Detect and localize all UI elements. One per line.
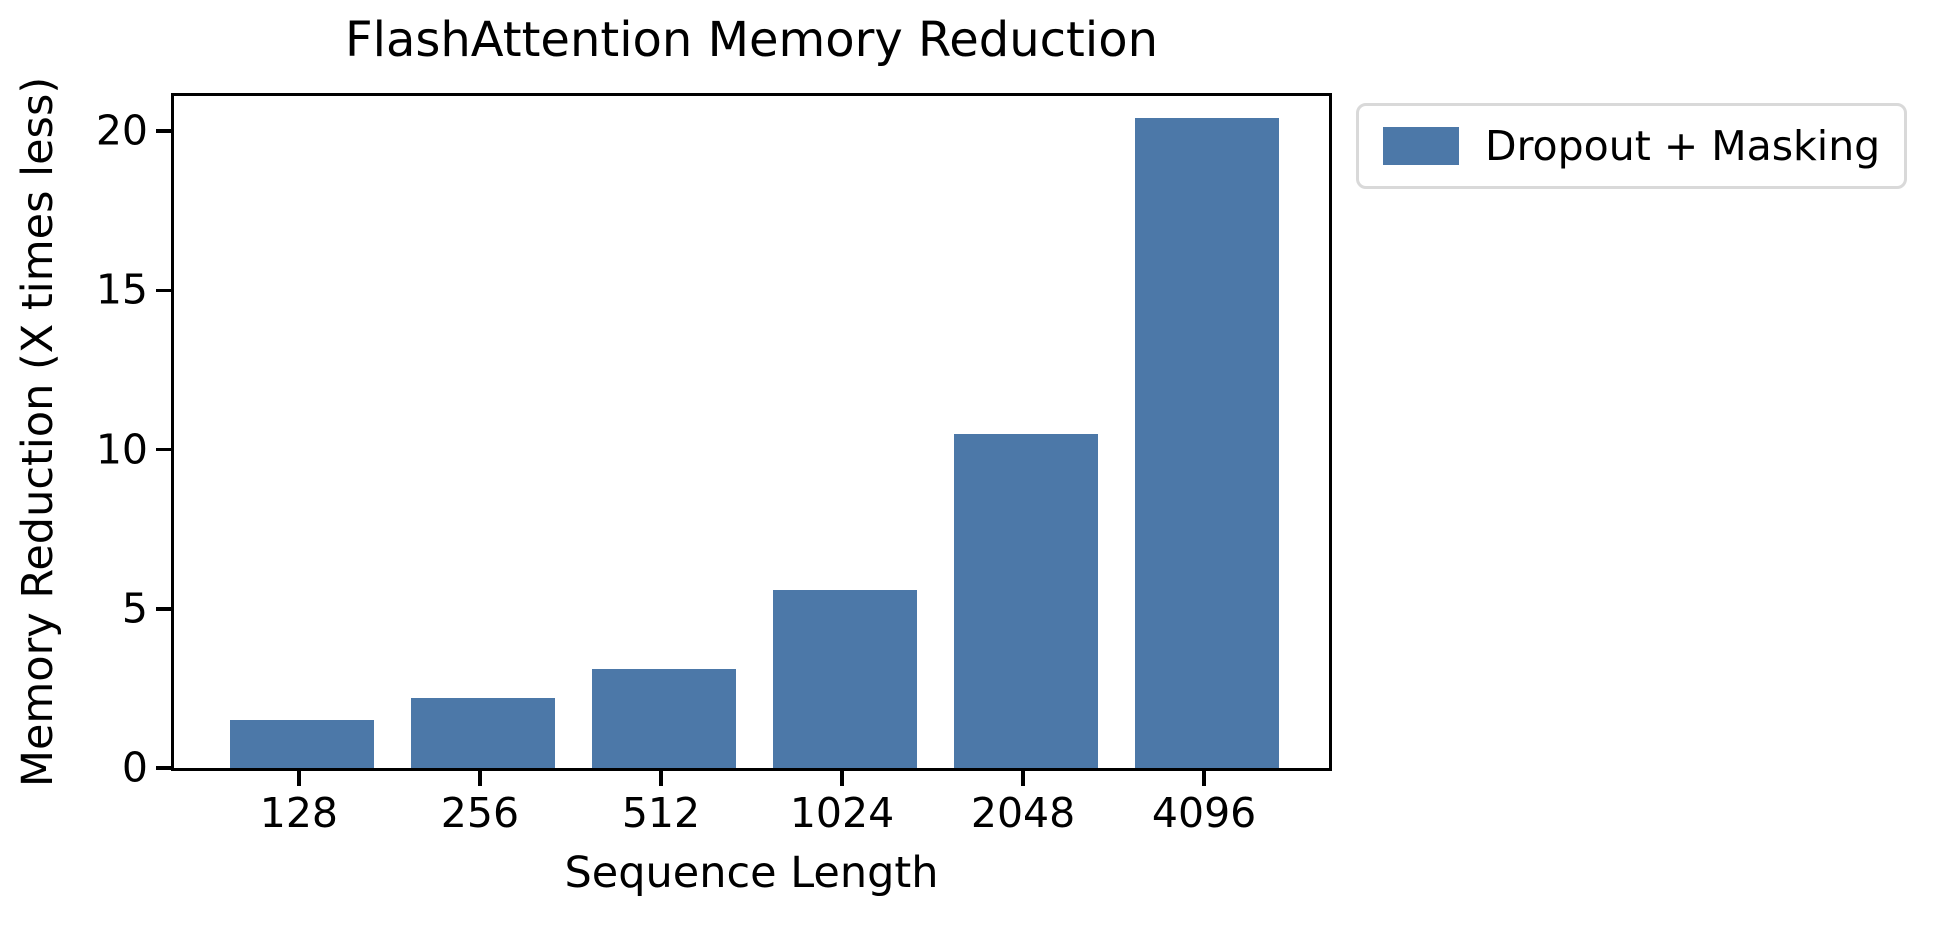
y-tick-label-20: 20	[95, 106, 148, 155]
x-tick-label-128: 128	[259, 789, 339, 837]
x-tick-label-256: 256	[440, 789, 520, 837]
y-tick-mark-10	[156, 447, 171, 452]
bar-1024	[772, 589, 918, 768]
x-tick-label-2048: 2048	[970, 789, 1076, 837]
y-tick-label-0: 0	[121, 743, 148, 792]
y-tick-mark-20	[156, 129, 171, 133]
y-tick-label-15: 15	[95, 265, 148, 314]
x-tick-mark-1024	[840, 771, 844, 786]
bar-256	[410, 697, 556, 768]
plot-area	[171, 93, 1332, 771]
legend-swatch	[1383, 127, 1459, 165]
y-tick-mark-5	[156, 607, 171, 611]
chart-title: FlashAttention Memory Reduction	[345, 12, 1158, 68]
y-tick-mark-15	[156, 288, 171, 293]
y-tick-label-10: 10	[95, 425, 148, 474]
legend-label: Dropout + Masking	[1485, 122, 1881, 170]
x-tick-mark-2048	[1021, 771, 1025, 786]
bar-4096	[1134, 118, 1280, 768]
x-axis-label: Sequence Length	[564, 848, 939, 898]
x-tick-mark-512	[659, 771, 663, 786]
bar-512	[591, 669, 737, 768]
bars-layer	[174, 96, 1329, 768]
x-tick-label-1024: 1024	[789, 789, 895, 837]
x-tick-label-512: 512	[621, 789, 701, 837]
x-tick-mark-256	[478, 771, 482, 786]
y-tick-mark-0	[156, 766, 171, 770]
x-tick-label-4096: 4096	[1151, 789, 1257, 837]
bar-128	[229, 720, 375, 768]
bar-2048	[953, 433, 1099, 768]
legend: Dropout + Masking	[1356, 103, 1908, 189]
x-tick-mark-4096	[1202, 771, 1206, 786]
y-tick-label-5: 5	[121, 584, 148, 633]
x-tick-mark-128	[297, 771, 301, 786]
